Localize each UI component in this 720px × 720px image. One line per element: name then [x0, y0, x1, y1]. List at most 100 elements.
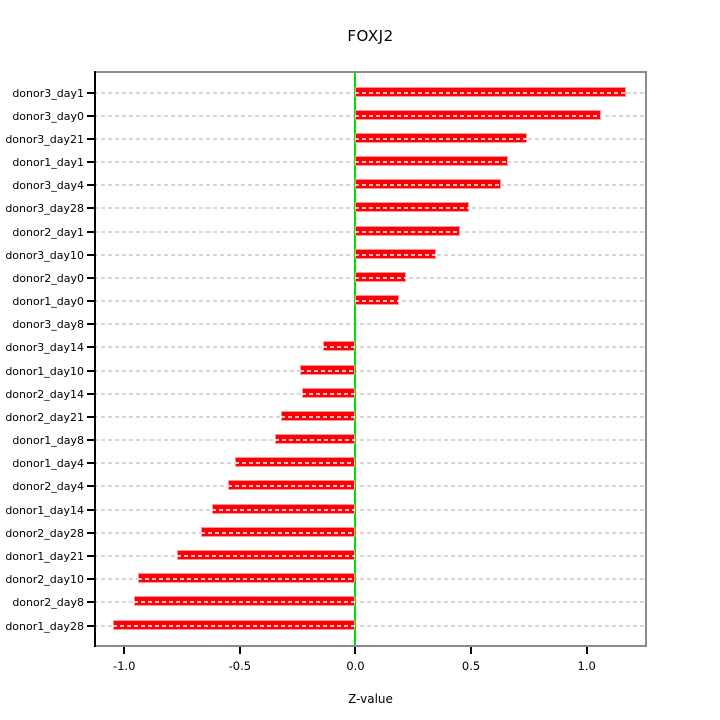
y-tick-label: donor2_day14 [5, 387, 84, 401]
bar-grid-overlay [200, 531, 356, 534]
gridline [94, 508, 647, 511]
y-tick-label: donor3_day28 [5, 202, 84, 216]
x-tick [470, 647, 473, 654]
y-tick [87, 91, 94, 94]
y-tick-label: donor1_day14 [5, 503, 84, 517]
y-tick-label: donor2_day0 [12, 271, 84, 285]
y-tick [87, 137, 94, 140]
y-tick [87, 624, 94, 627]
y-tick-label: donor1_day21 [5, 549, 84, 563]
gridline [94, 554, 647, 557]
bar-grid-overlay [112, 624, 356, 627]
bar-grid-overlay [355, 207, 469, 210]
gridline [94, 323, 647, 326]
y-tick-label: donor1_day0 [12, 295, 84, 309]
y-tick [87, 554, 94, 557]
y-tick [87, 369, 94, 372]
y-tick-label: donor3_day8 [12, 318, 84, 332]
y-tick [87, 230, 94, 233]
bar-grid-overlay [355, 114, 601, 117]
gridline [94, 439, 647, 442]
gridline [94, 624, 647, 627]
y-tick-label: donor1_day28 [5, 619, 84, 633]
bar-grid-overlay [355, 300, 400, 303]
gridline [94, 531, 647, 534]
bar-grid-overlay [281, 415, 356, 418]
y-tick [87, 462, 94, 465]
y-tick [87, 276, 94, 279]
gridline [94, 485, 647, 488]
bar-grid-overlay [355, 137, 527, 140]
gridline [94, 369, 647, 372]
bar-grid-overlay [274, 439, 356, 442]
gridline [94, 415, 647, 418]
y-tick-label: donor3_day4 [12, 179, 84, 193]
bar-grid-overlay [355, 161, 509, 164]
x-tick [238, 647, 241, 654]
bar-grid-overlay [299, 369, 356, 372]
x-tick [354, 647, 357, 654]
y-tick-label: donor3_day10 [5, 248, 84, 262]
y-tick [87, 346, 94, 349]
x-tick-label: 0.0 [346, 659, 365, 673]
bar-grid-overlay [355, 184, 502, 187]
y-tick [87, 485, 94, 488]
bar-grid-overlay [323, 346, 356, 349]
y-tick [87, 392, 94, 395]
bar-grid-overlay [138, 578, 356, 581]
gridline [94, 462, 647, 465]
y-tick [87, 300, 94, 303]
y-tick-label: donor2_day8 [12, 596, 84, 610]
y-tick-label: donor1_day4 [12, 457, 84, 471]
gridline [94, 346, 647, 349]
bar-grid-overlay [177, 554, 356, 557]
y-tick [87, 439, 94, 442]
y-tick-label: donor1_day10 [5, 364, 84, 378]
y-tick-label: donor2_day10 [5, 573, 84, 587]
y-tick [87, 601, 94, 604]
x-tick-label: -1.0 [113, 659, 136, 673]
bar-grid-overlay [302, 392, 356, 395]
bar-grid-overlay [355, 276, 407, 279]
gridline [94, 392, 647, 395]
y-tick-label: donor3_day1 [12, 86, 84, 100]
y-tick-label: donor3_day0 [12, 109, 84, 123]
y-tick-label: donor2_day1 [12, 225, 84, 239]
y-axis-line [94, 71, 96, 647]
y-tick [87, 184, 94, 187]
y-tick [87, 114, 94, 117]
bar-grid-overlay [235, 462, 356, 465]
chart-title: FOXJ2 [347, 27, 394, 45]
y-tick [87, 531, 94, 534]
x-tick [123, 647, 126, 654]
bar-grid-overlay [355, 91, 626, 94]
y-tick [87, 161, 94, 164]
x-tick-label: 1.0 [577, 659, 596, 673]
gridline [94, 578, 647, 581]
bar-grid-overlay [355, 230, 460, 233]
x-tick [585, 647, 588, 654]
bar-grid-overlay [133, 601, 356, 604]
bar-grid-overlay [355, 253, 437, 256]
y-tick-label: donor3_day21 [5, 132, 84, 146]
y-tick [87, 323, 94, 326]
y-tick-label: donor2_day4 [12, 480, 84, 494]
zero-line [354, 71, 357, 647]
y-tick-label: donor1_day8 [12, 434, 84, 448]
bar-grid-overlay [212, 508, 356, 511]
y-tick-label: donor1_day1 [12, 156, 84, 170]
y-tick [87, 508, 94, 511]
y-tick [87, 578, 94, 581]
y-tick [87, 253, 94, 256]
y-tick-label: donor2_day28 [5, 526, 84, 540]
x-tick-label: -0.5 [228, 659, 252, 673]
y-tick [87, 415, 94, 418]
y-tick [87, 207, 94, 210]
y-tick-label: donor2_day21 [5, 410, 84, 424]
x-axis-label: Z-value [348, 692, 393, 706]
bar-grid-overlay [228, 485, 356, 488]
plot-box [94, 71, 647, 647]
gridline [94, 601, 647, 604]
x-tick-label: 0.5 [461, 659, 481, 673]
